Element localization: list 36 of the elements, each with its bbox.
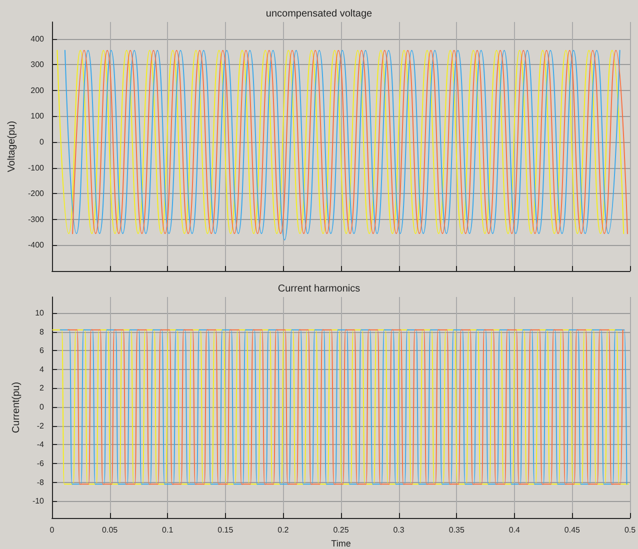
y-tick-label: 400 bbox=[30, 34, 45, 44]
y-tick-label: 300 bbox=[30, 60, 45, 70]
y-axis-title: Voltage(pu) bbox=[6, 120, 18, 172]
y-tick-label: 200 bbox=[30, 86, 45, 95]
y-tick-label: -10 bbox=[32, 496, 45, 506]
y-tick-label: -2 bbox=[36, 420, 45, 430]
x-tick-label: 0.2 bbox=[278, 525, 290, 534]
x-tick-label: 0.45 bbox=[564, 525, 581, 534]
x-axis-title: Time bbox=[331, 538, 351, 548]
x-tick-label: 0.5 bbox=[624, 525, 636, 534]
y-tick-label: -8 bbox=[36, 477, 45, 486]
y-tick-label: 6 bbox=[40, 346, 45, 355]
y-tick-label: 4 bbox=[40, 364, 45, 374]
x-tick-label: 0.1 bbox=[162, 525, 174, 534]
x-tick-label: 0.3 bbox=[393, 525, 405, 534]
y-axis-title: Current(pu) bbox=[11, 381, 22, 433]
x-tick-label: 0.35 bbox=[448, 525, 465, 534]
x-tick-label: 0.05 bbox=[102, 525, 118, 534]
chart-title: Current harmonics bbox=[278, 283, 360, 294]
y-tick-label: 0 bbox=[40, 402, 45, 412]
y-tick-label: -300 bbox=[28, 214, 45, 224]
y-tick-label: 10 bbox=[35, 308, 45, 317]
y-tick-label: 0 bbox=[40, 137, 45, 146]
x-tick-label: 0.4 bbox=[508, 525, 521, 534]
x-tick-label: 0.25 bbox=[333, 525, 350, 534]
y-tick-label: 2 bbox=[40, 383, 45, 392]
y-tick-label: -6 bbox=[36, 458, 45, 468]
y-tick-label: 8 bbox=[40, 326, 45, 336]
y-tick-label: -200 bbox=[28, 189, 45, 198]
x-tick-label: 0.15 bbox=[218, 525, 234, 534]
y-tick-label: -4 bbox=[36, 440, 45, 449]
y-tick-label: -100 bbox=[28, 163, 45, 172]
x-tick-label: 0 bbox=[50, 525, 55, 534]
y-tick-label: 100 bbox=[30, 112, 45, 121]
chart-title: uncompensated voltage bbox=[266, 8, 373, 20]
y-tick-label: -400 bbox=[28, 240, 45, 250]
